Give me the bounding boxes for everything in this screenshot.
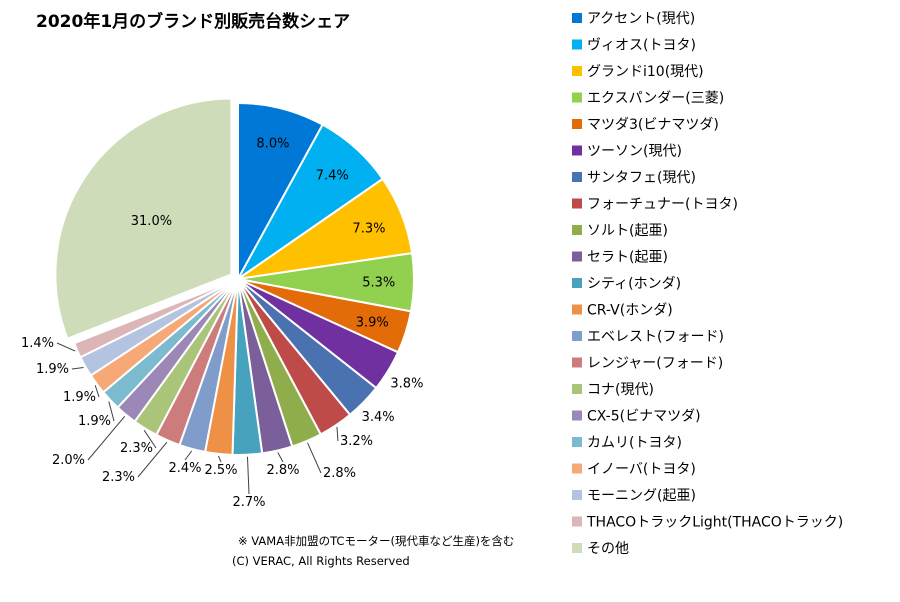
data-label: 2.8% <box>323 466 356 481</box>
legend-label: ヴィオス(トヨタ) <box>587 37 696 54</box>
leader-line <box>277 452 284 463</box>
legend: アクセント(現代) ヴィオス(トヨタ) グランドi10(現代) エクスパンダー(三菱)… <box>572 11 843 557</box>
legend-swatch <box>572 357 582 368</box>
legend-label: エクスパンダー(三菱) <box>587 91 724 107</box>
legend-swatch <box>572 304 582 315</box>
leader-line <box>94 385 100 398</box>
data-label: 5.3% <box>362 276 395 291</box>
legend-label: アクセント(現代) <box>587 11 695 27</box>
legend-label: エベレスト(フォード) <box>587 329 724 345</box>
leader-line <box>71 367 84 370</box>
pie-slice <box>72 278 239 359</box>
footnote-copyright: (C) VERAC, All Rights Reserved <box>232 554 410 568</box>
legend-label: レンジャー(フォード) <box>587 356 723 372</box>
leader-line <box>137 441 168 478</box>
data-label: 3.9% <box>356 316 389 331</box>
legend-swatch <box>572 251 582 262</box>
leader-line <box>56 342 76 352</box>
data-label: 2.7% <box>232 495 265 510</box>
legend-swatch <box>572 119 582 129</box>
data-label: 1.9% <box>78 414 111 429</box>
legend-swatch <box>572 66 582 76</box>
data-label: 2.5% <box>204 463 237 478</box>
leader-line <box>184 450 193 461</box>
data-label: 3.4% <box>362 410 395 425</box>
legend-swatch <box>572 490 582 500</box>
leader-line <box>307 442 322 474</box>
data-label: 2.3% <box>120 441 153 456</box>
legend-label: モーニング(起亜) <box>587 488 696 504</box>
legend-swatch <box>572 198 582 209</box>
legend-label: サンタフェ(現代) <box>587 170 696 186</box>
legend-swatch <box>572 437 582 447</box>
legend-swatch <box>572 278 582 288</box>
data-label: 3.2% <box>340 434 373 449</box>
leader-line <box>87 415 126 461</box>
legend-swatch <box>572 410 582 421</box>
legend-swatch <box>572 384 582 394</box>
leader-lines <box>56 342 339 495</box>
footnote-note: ※ VAMA非加盟のTCモーター(現代車など生産)を含む <box>238 534 514 548</box>
legend-swatch <box>572 463 582 474</box>
leader-line <box>143 430 157 449</box>
data-label: 7.4% <box>316 168 349 183</box>
legend-label: ソルト(起亜) <box>587 223 668 239</box>
legend-swatch <box>572 92 582 103</box>
legend-swatch <box>572 172 582 182</box>
legend-swatch <box>572 543 582 553</box>
legend-label: イノーバ(トヨタ) <box>587 462 696 478</box>
leader-line <box>246 456 250 495</box>
legend-label: コナ(現代) <box>587 382 654 398</box>
legend-label: マツダ3(ビナマツダ) <box>587 117 719 133</box>
legend-swatch <box>572 331 582 341</box>
legend-label: シティ(ホンダ) <box>587 276 681 292</box>
pie-slice <box>54 97 233 340</box>
legend-label: カムリ(トヨタ) <box>587 435 682 451</box>
data-label: 2.4% <box>168 461 201 476</box>
data-label: 1.9% <box>36 362 69 377</box>
leader-line <box>336 426 339 442</box>
pie-slices <box>54 97 415 456</box>
legend-label: THACOトラックLight(THACOトラック) <box>586 515 843 531</box>
legend-label: その他 <box>587 541 629 557</box>
legend-label: グランドi10(現代) <box>587 64 704 80</box>
legend-label: CX-5(ビナマツダ) <box>587 409 701 425</box>
legend-label: セラト(起亜) <box>587 250 668 266</box>
leader-line <box>218 455 222 463</box>
data-label: 1.4% <box>21 336 54 351</box>
legend-swatch <box>572 516 582 527</box>
legend-label: CR-V(ホンダ) <box>587 303 673 319</box>
data-label: 8.0% <box>256 137 289 152</box>
data-label: 2.3% <box>102 470 135 485</box>
legend-swatch <box>572 145 582 156</box>
legend-swatch <box>572 39 582 50</box>
leader-line <box>108 401 115 422</box>
data-label: 3.8% <box>390 376 423 391</box>
chart-title: 2020年1月のブランド別販売台数シェア <box>36 11 350 32</box>
data-label: 31.0% <box>131 214 172 229</box>
legend-swatch <box>572 13 582 23</box>
legend-label: フォーチュナー(トヨタ) <box>587 197 738 213</box>
data-label: 2.8% <box>266 463 299 478</box>
legend-swatch <box>572 225 582 235</box>
data-labels: 8.0% 7.4% 7.3% 5.3% 3.9% 3.8% 3.4% 3.2% 2.8% 2.8%… <box>21 137 423 510</box>
data-label: 7.3% <box>352 221 385 236</box>
legend-label: ツーソン(現代) <box>587 144 682 160</box>
data-label: 1.9% <box>63 390 96 405</box>
data-label: 2.0% <box>52 453 85 468</box>
